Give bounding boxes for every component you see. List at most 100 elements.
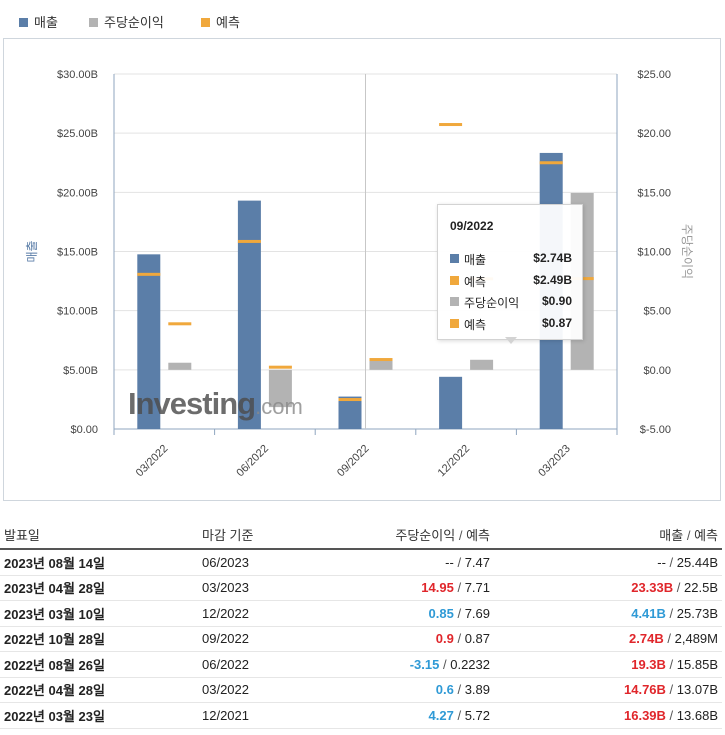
eps-actual: -- xyxy=(445,554,454,570)
chart-tooltip: 09/2022 매출 $2.74B 예측 $2.49B 주당순이익 $0.90 … xyxy=(437,204,583,340)
cell-separator: / xyxy=(667,631,671,647)
cell-separator: / xyxy=(457,682,462,698)
eps-bar xyxy=(470,359,494,370)
revenue-forecast: 15.85B xyxy=(676,656,718,672)
tooltip-swatch xyxy=(450,319,459,328)
y-tick-label-right: $25.00 xyxy=(637,69,671,81)
revenue-header: 매출 xyxy=(659,527,684,543)
revenue-forecast: 25.73B xyxy=(676,605,718,621)
revenue-forecast: 25.44B xyxy=(676,554,718,570)
legend-swatch-forecast xyxy=(201,18,210,27)
eps-bar xyxy=(369,359,393,370)
y-tick-label-left: $5.00B xyxy=(63,365,98,377)
legend-swatch-revenue xyxy=(19,18,28,27)
revenue-actual: -- xyxy=(657,554,666,570)
table-row: 2023년 04월 28일 03/2023 14.95 / 7.71 23.33B /… xyxy=(0,575,722,601)
release-date: 2022년 10월 28일 xyxy=(0,626,198,652)
revenue-forecast-marker xyxy=(439,123,463,127)
col-period-end[interactable]: 마감 기준 xyxy=(198,520,346,550)
cell-separator: / xyxy=(457,580,462,596)
table-row: 2022년 10월 28일 09/2022 0.9 / 0.87 2.74B / 2,… xyxy=(0,626,722,652)
legend-item-forecast[interactable]: 예측 xyxy=(201,12,240,31)
revenue-actual: 19.3B xyxy=(631,656,666,672)
eps-bar xyxy=(268,369,292,408)
tooltip-label: 주당순이익 xyxy=(464,296,520,310)
col-eps[interactable]: 주당순이익 / 예측 xyxy=(346,520,494,550)
tooltip-label: 매출 xyxy=(464,253,487,267)
table-row: 2022년 04월 28일 03/2022 0.6 / 3.89 14.76B / 1… xyxy=(0,677,722,703)
eps-forecast: 7.47 xyxy=(464,554,490,570)
y-tick-label-left: $10.00B xyxy=(57,306,98,318)
eps-actual: 0.85 xyxy=(428,605,454,621)
eps-forecast: 7.71 xyxy=(464,580,490,596)
table-row: 2022년 03월 23일 12/2021 4.27 / 5.72 16.39B / … xyxy=(0,702,722,729)
eps-actual: -3.15 xyxy=(409,656,440,672)
eps-forecast-marker xyxy=(168,322,192,326)
eps-actual: 0.9 xyxy=(435,631,454,647)
tooltip-arrow xyxy=(505,337,517,344)
eps-forecast-marker xyxy=(268,365,292,369)
eps-actual: 14.95 xyxy=(421,580,454,596)
period-end: 06/2023 xyxy=(198,549,346,576)
eps-forecast-marker xyxy=(369,358,393,362)
eps-forecast: 7.69 xyxy=(464,605,490,621)
earnings-chart-plot: $0.00 $-5.00 $5.00B $0.00 $10.00B $5.00 $15.00… xyxy=(25,69,694,480)
revenue-forecast-marker xyxy=(137,272,161,276)
release-date: 2022년 08월 26일 xyxy=(0,651,198,678)
revenue-actual: 23.33B xyxy=(631,580,674,596)
cell-separator: / xyxy=(457,707,462,723)
tooltip-label: 예측 xyxy=(464,318,487,332)
x-tick-label: 06/2022 xyxy=(234,443,271,480)
cell-separator: / xyxy=(442,656,447,672)
eps-cell: -3.15 / 0.2232 xyxy=(346,651,494,678)
period-end: 12/2021 xyxy=(198,702,346,729)
tooltip-swatch xyxy=(450,254,459,263)
revenue-actual: 16.39B xyxy=(624,707,666,723)
x-tick-label: 03/2022 xyxy=(134,443,171,480)
revenue-forecast-marker xyxy=(237,239,261,243)
y-tick-label-left: $0.00 xyxy=(70,424,98,436)
revenue-cell: 2.74B / 2,489M xyxy=(494,626,722,652)
y-tick-label-right: $15.00 xyxy=(637,187,671,199)
revenue-forecast: 13.07B xyxy=(676,682,718,698)
cell-separator: / xyxy=(669,554,674,570)
revenue-bar xyxy=(237,200,261,429)
y-tick-label-right: $10.00 xyxy=(637,247,671,259)
x-tick-label: 12/2022 xyxy=(436,443,473,480)
cell-separator: / xyxy=(457,605,462,621)
tooltip-value: $0.90 xyxy=(541,294,572,308)
legend-item-eps[interactable]: 주당순이익 xyxy=(89,12,164,31)
y-tick-label-right: $20.00 xyxy=(637,128,671,140)
revenue-actual: 2.74B xyxy=(629,631,664,647)
col-release-date[interactable]: 발표일 xyxy=(0,520,198,550)
revenue-cell: 16.39B / 13.68B xyxy=(494,702,722,729)
tooltip-title: 09/2022 xyxy=(450,219,494,233)
tooltip-row-eps: 주당순이익 $0.90 xyxy=(450,294,572,310)
eps-forecast: 5.72 xyxy=(464,707,490,723)
eps-bar xyxy=(168,362,192,370)
revenue-bar xyxy=(137,254,161,429)
period-end: 03/2023 xyxy=(198,575,346,601)
y-tick-label-left: $25.00B xyxy=(57,128,98,140)
period-end: 09/2022 xyxy=(198,626,346,652)
revenue-forecast-marker xyxy=(338,398,362,402)
revenue-forecast-header: 예측 xyxy=(694,527,718,543)
legend-item-revenue[interactable]: 매출 xyxy=(19,12,58,31)
tooltip-row-eps-forecast: 예측 $0.87 xyxy=(450,316,572,332)
col-revenue[interactable]: 매출 / 예측 xyxy=(494,520,722,550)
legend-label: 매출 xyxy=(34,15,58,30)
cell-separator: / xyxy=(669,707,674,723)
eps-forecast: 0.2232 xyxy=(450,656,490,672)
cell-separator: / xyxy=(669,656,674,672)
legend-label: 예측 xyxy=(216,15,240,30)
eps-forecast: 3.89 xyxy=(464,682,490,698)
release-date: 2022년 04월 28일 xyxy=(0,677,198,703)
table-header-row: 발표일 마감 기준 주당순이익 / 예측 매출 / 예측 xyxy=(0,520,722,550)
revenue-cell: 23.33B / 22.5B xyxy=(494,575,722,601)
y-tick-label-left: $20.00B xyxy=(57,187,98,199)
header-separator: / xyxy=(686,527,691,543)
cell-separator: / xyxy=(457,554,462,570)
x-tick-label: 03/2023 xyxy=(536,443,573,480)
x-tick-label: 09/2022 xyxy=(335,443,372,480)
release-date: 2023년 08월 14일 xyxy=(0,549,198,576)
